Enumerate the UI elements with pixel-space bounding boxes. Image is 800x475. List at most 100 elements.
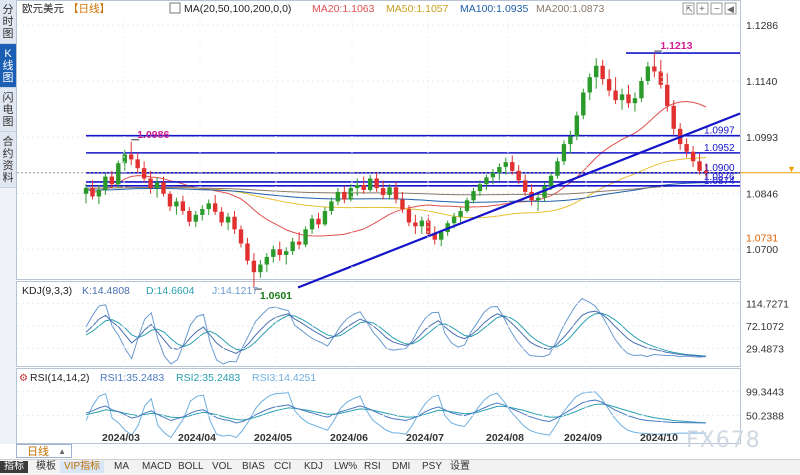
candle-body bbox=[652, 66, 657, 72]
candlesticks bbox=[83, 53, 709, 288]
candle-body bbox=[406, 209, 412, 223]
candle-body bbox=[380, 188, 386, 195]
trendline[interactable] bbox=[297, 112, 741, 289]
candle-body bbox=[225, 216, 231, 223]
time-tick-label: 2024/07 bbox=[406, 432, 444, 444]
candle-body bbox=[329, 201, 334, 211]
price-chart[interactable]: 欧元美元 【日线】 MA(20,50,100,200,0,0) MA20:1.1… bbox=[16, 0, 800, 444]
candle-body bbox=[322, 211, 328, 225]
period-badge: 【日线】 bbox=[68, 2, 110, 15]
candle-body bbox=[374, 178, 379, 189]
sidebar-tab-contract[interactable]: 合约资料 bbox=[0, 132, 16, 188]
rsi1-line bbox=[85, 399, 706, 424]
candle-body bbox=[284, 251, 289, 255]
rsi3-value: RSI3:14.4251 bbox=[252, 372, 316, 384]
scroll-left-icon bbox=[724, 2, 737, 15]
toolbar-tab-8[interactable]: CCI bbox=[274, 461, 292, 472]
indicator-settings-icon[interactable] bbox=[169, 2, 181, 14]
time-tick-label: 2024/05 bbox=[254, 432, 292, 444]
time-tick-label: 2024/04 bbox=[178, 432, 216, 444]
candle-body bbox=[361, 185, 366, 190]
candle-body bbox=[303, 229, 308, 245]
candle-body bbox=[581, 92, 586, 116]
ma200-value: MA200:1.0873 bbox=[536, 3, 604, 15]
candle-body bbox=[484, 177, 489, 185]
toolbar-tab-2[interactable]: VIP指标 bbox=[60, 461, 105, 473]
price-tick-label: 1.1286 bbox=[746, 20, 778, 32]
rsi-axis: 99.3443 50.2388 bbox=[17, 387, 784, 423]
window-controls[interactable]: ⇱ + − ◀ bbox=[682, 2, 737, 15]
kdj-tick-label: 29.4873 bbox=[746, 343, 784, 355]
kdj-d-line bbox=[85, 312, 707, 357]
toolbar-tab-5[interactable]: BOLL bbox=[178, 461, 204, 472]
ma20-value: MA20:1.1063 bbox=[312, 3, 375, 15]
candle-body bbox=[161, 182, 166, 194]
candle-body bbox=[296, 241, 302, 245]
indicator-toolbar: 指标 模板 VIP指标 MA MACD BOLL VOL BIAS CCI KDJ LW% RSI DM… bbox=[0, 459, 800, 475]
toolbar-tab-4[interactable]: MACD bbox=[142, 461, 172, 472]
svg-text:◀: ◀ bbox=[727, 4, 734, 14]
candle-body bbox=[510, 162, 515, 171]
candle-body bbox=[568, 136, 573, 145]
toolbar-tab-3[interactable]: MA bbox=[114, 461, 129, 472]
toolbar-tab-7[interactable]: BIAS bbox=[242, 461, 265, 472]
toolbar-tab-11[interactable]: RSI bbox=[364, 461, 381, 472]
toolbar-tab-13[interactable]: PSY bbox=[422, 461, 443, 472]
kdj-tick-label: 72.1072 bbox=[746, 321, 784, 333]
rsi-tick-label: 99.3443 bbox=[746, 387, 784, 399]
ma50-value: MA50:1.1057 bbox=[386, 3, 449, 15]
rsi-settings-icon[interactable]: ⚙ bbox=[19, 373, 28, 384]
candle-body bbox=[658, 71, 663, 85]
candle-body bbox=[464, 200, 470, 211]
candle-body bbox=[245, 243, 250, 261]
toolbar-tab-14[interactable]: 设置 bbox=[450, 461, 470, 472]
moving-average-lines bbox=[85, 101, 707, 237]
rsi-label: RSI(14,14,2) bbox=[30, 372, 90, 384]
time-tick-label: 2024/06 bbox=[330, 432, 368, 444]
kdj-d-value: D:14.6604 bbox=[146, 285, 195, 297]
candle-body bbox=[542, 186, 547, 198]
time-tick-label: 2024/08 bbox=[486, 432, 524, 444]
toolbar-tab-1[interactable]: 模板 bbox=[36, 461, 56, 472]
candle-body bbox=[232, 216, 237, 230]
candle-body bbox=[135, 159, 140, 169]
candle-body bbox=[116, 163, 121, 185]
kdj-panel-frame bbox=[16, 281, 741, 367]
candle-body bbox=[561, 144, 567, 162]
candle-body bbox=[219, 211, 224, 223]
candle-body bbox=[90, 188, 95, 197]
svg-text:⇱: ⇱ bbox=[686, 4, 694, 14]
toolbar-tab-12[interactable]: DMI bbox=[392, 461, 411, 472]
candle-body bbox=[555, 161, 560, 176]
candle-body bbox=[613, 90, 618, 101]
candle-body bbox=[690, 151, 696, 162]
candle-body bbox=[200, 209, 205, 215]
candle-body bbox=[451, 216, 457, 224]
zoom-out-icon bbox=[710, 2, 723, 15]
toolbar-tab-9[interactable]: KDJ bbox=[304, 461, 323, 472]
candle-body bbox=[497, 167, 502, 173]
candle-body bbox=[413, 222, 418, 227]
level-label: 1.0874 bbox=[704, 176, 735, 187]
candle-body bbox=[632, 98, 638, 104]
rsi-tick-label: 50.2388 bbox=[746, 411, 784, 423]
toolbar-tab-10[interactable]: LW% bbox=[334, 461, 358, 472]
kdj-tick-label: 114.7271 bbox=[746, 298, 789, 310]
chevron-up-icon: ▲ bbox=[58, 447, 66, 456]
candle-body bbox=[342, 191, 347, 200]
candle-body bbox=[645, 66, 651, 81]
candle-body bbox=[187, 211, 192, 222]
sidebar-tab-kline[interactable]: K线图 bbox=[0, 44, 16, 88]
period-selector[interactable]: 日线 ▲ bbox=[16, 444, 72, 458]
price-tick-label: 1.0700 bbox=[746, 244, 778, 256]
sidebar-tab-flash[interactable]: 闪电图 bbox=[0, 88, 16, 132]
candle-body bbox=[96, 189, 102, 197]
sidebar-tab-timeshare[interactable]: 分时图 bbox=[0, 0, 16, 44]
rsi-panel-frame bbox=[16, 368, 741, 444]
candle-body bbox=[212, 203, 218, 212]
toolbar-tab-6[interactable]: VOL bbox=[212, 461, 233, 472]
candle-body bbox=[154, 182, 160, 189]
toolbar-tab-0[interactable]: 指标 bbox=[0, 461, 28, 473]
